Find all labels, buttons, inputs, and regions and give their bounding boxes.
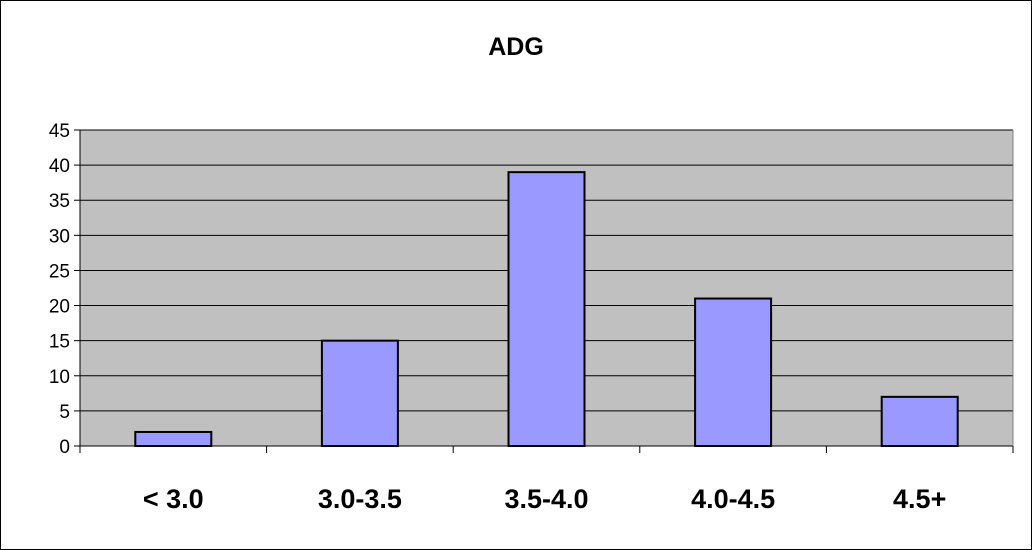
y-axis-ticks: 0 5 10 15 20 25 30 35 40 45 <box>49 121 70 458</box>
bar <box>880 395 959 448</box>
x-tick-label: < 3.0 <box>143 484 204 514</box>
y-tick-label: 40 <box>49 156 70 177</box>
x-axis-ticks: < 3.0 3.0-3.5 3.5-4.0 4.0-4.5 4.5+ <box>143 484 946 514</box>
y-tick-label: 30 <box>49 226 70 247</box>
x-tick-label: 3.5-4.0 <box>504 484 588 514</box>
y-tick-label: 10 <box>49 367 70 388</box>
x-tick-label: 3.0-3.5 <box>318 484 402 514</box>
y-tick-label: 15 <box>49 332 70 353</box>
bar <box>694 297 773 447</box>
bar <box>134 430 213 448</box>
y-tick-label: 45 <box>49 121 70 142</box>
bars <box>134 171 959 448</box>
y-tick-label: 20 <box>49 297 70 318</box>
x-tick-label: 4.5+ <box>893 484 946 514</box>
bar <box>507 171 586 447</box>
axes <box>74 129 1014 453</box>
chart-title: ADG <box>488 33 544 61</box>
y-tick-label: 5 <box>59 402 70 423</box>
y-tick-label: 0 <box>59 437 70 458</box>
x-tick-label: 4.0-4.5 <box>691 484 775 514</box>
bar <box>320 339 399 447</box>
y-tick-label: 35 <box>49 191 70 212</box>
y-tick-label: 25 <box>49 261 70 282</box>
